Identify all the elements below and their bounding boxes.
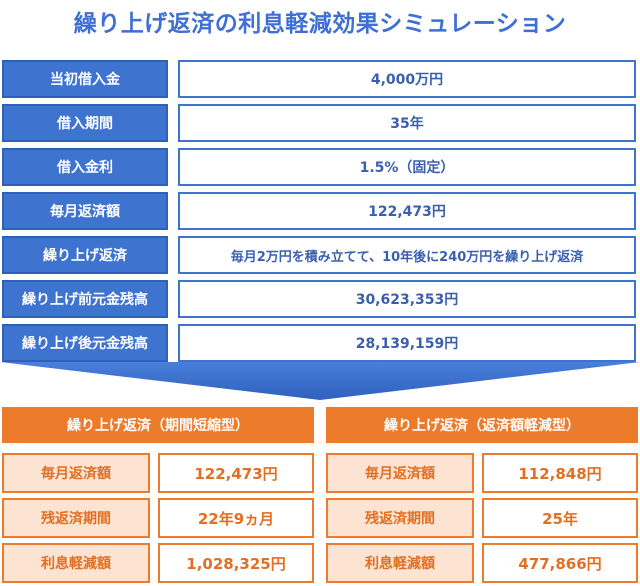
condition-row-prepayment: 繰り上げ返済 毎月2万円を積み立てて、10年後に240万円を繰り上げ返済 bbox=[2, 236, 636, 274]
result-value: 22年9ヵ月 bbox=[158, 498, 314, 538]
result-row-remaining-period: 残返済期間 25年 bbox=[326, 498, 638, 538]
result-value: 122,473円 bbox=[158, 453, 314, 493]
panel-heading: 繰り上げ返済（返済額軽減型） bbox=[326, 407, 638, 443]
result-value: 477,866円 bbox=[482, 543, 638, 583]
condition-label: 繰り上げ前元金残高 bbox=[2, 280, 168, 318]
result-label: 毎月返済額 bbox=[2, 453, 150, 493]
result-panel-payment-reduction: 繰り上げ返済（返済額軽減型） 毎月返済額 112,848円 残返済期間 25年 … bbox=[326, 407, 640, 583]
result-value: 1,028,325円 bbox=[158, 543, 314, 583]
result-row-remaining-period: 残返済期間 22年9ヵ月 bbox=[2, 498, 314, 538]
page-title: 繰り上げ返済の利息軽減効果シミュレーション bbox=[73, 11, 567, 37]
condition-value: 毎月2万円を積み立てて、10年後に240万円を繰り上げ返済 bbox=[178, 236, 636, 274]
condition-row-balance-before: 繰り上げ前元金残高 30,623,353円 bbox=[2, 280, 636, 318]
condition-label: 毎月返済額 bbox=[2, 192, 168, 230]
result-label: 残返済期間 bbox=[326, 498, 474, 538]
condition-label: 借入期間 bbox=[2, 104, 168, 142]
condition-label: 繰り上げ後元金残高 bbox=[2, 324, 168, 362]
condition-label: 借入金利 bbox=[2, 148, 168, 186]
condition-value: 4,000万円 bbox=[178, 60, 636, 98]
result-value: 25年 bbox=[482, 498, 638, 538]
down-arrow-icon bbox=[0, 362, 640, 400]
result-row-monthly-payment: 毎月返済額 122,473円 bbox=[2, 453, 314, 493]
condition-row-loan-period: 借入期間 35年 bbox=[2, 104, 636, 142]
condition-row-initial-loan: 当初借入金 4,000万円 bbox=[2, 60, 636, 98]
result-row-interest-saving: 利息軽減額 1,028,325円 bbox=[2, 543, 314, 583]
result-label: 利息軽減額 bbox=[2, 543, 150, 583]
panel-heading: 繰り上げ返済（期間短縮型） bbox=[2, 407, 314, 443]
result-label: 残返済期間 bbox=[2, 498, 150, 538]
condition-label: 繰り上げ返済 bbox=[2, 236, 168, 274]
condition-value: 30,623,353円 bbox=[178, 280, 636, 318]
condition-value: 28,139,159円 bbox=[178, 324, 636, 362]
condition-value: 1.5%（固定） bbox=[178, 148, 636, 186]
result-label: 毎月返済額 bbox=[326, 453, 474, 493]
condition-row-monthly-payment: 毎月返済額 122,473円 bbox=[2, 192, 636, 230]
condition-row-interest-rate: 借入金利 1.5%（固定） bbox=[2, 148, 636, 186]
result-row-monthly-payment: 毎月返済額 112,848円 bbox=[326, 453, 638, 493]
condition-row-balance-after: 繰り上げ後元金残高 28,139,159円 bbox=[2, 324, 636, 362]
result-panel-period-shortening: 繰り上げ返済（期間短縮型） 毎月返済額 122,473円 残返済期間 22年9ヵ… bbox=[2, 407, 318, 583]
condition-label: 当初借入金 bbox=[2, 60, 168, 98]
result-label: 利息軽減額 bbox=[326, 543, 474, 583]
result-value: 112,848円 bbox=[482, 453, 638, 493]
condition-value: 122,473円 bbox=[178, 192, 636, 230]
condition-value: 35年 bbox=[178, 104, 636, 142]
result-row-interest-saving: 利息軽減額 477,866円 bbox=[326, 543, 638, 583]
